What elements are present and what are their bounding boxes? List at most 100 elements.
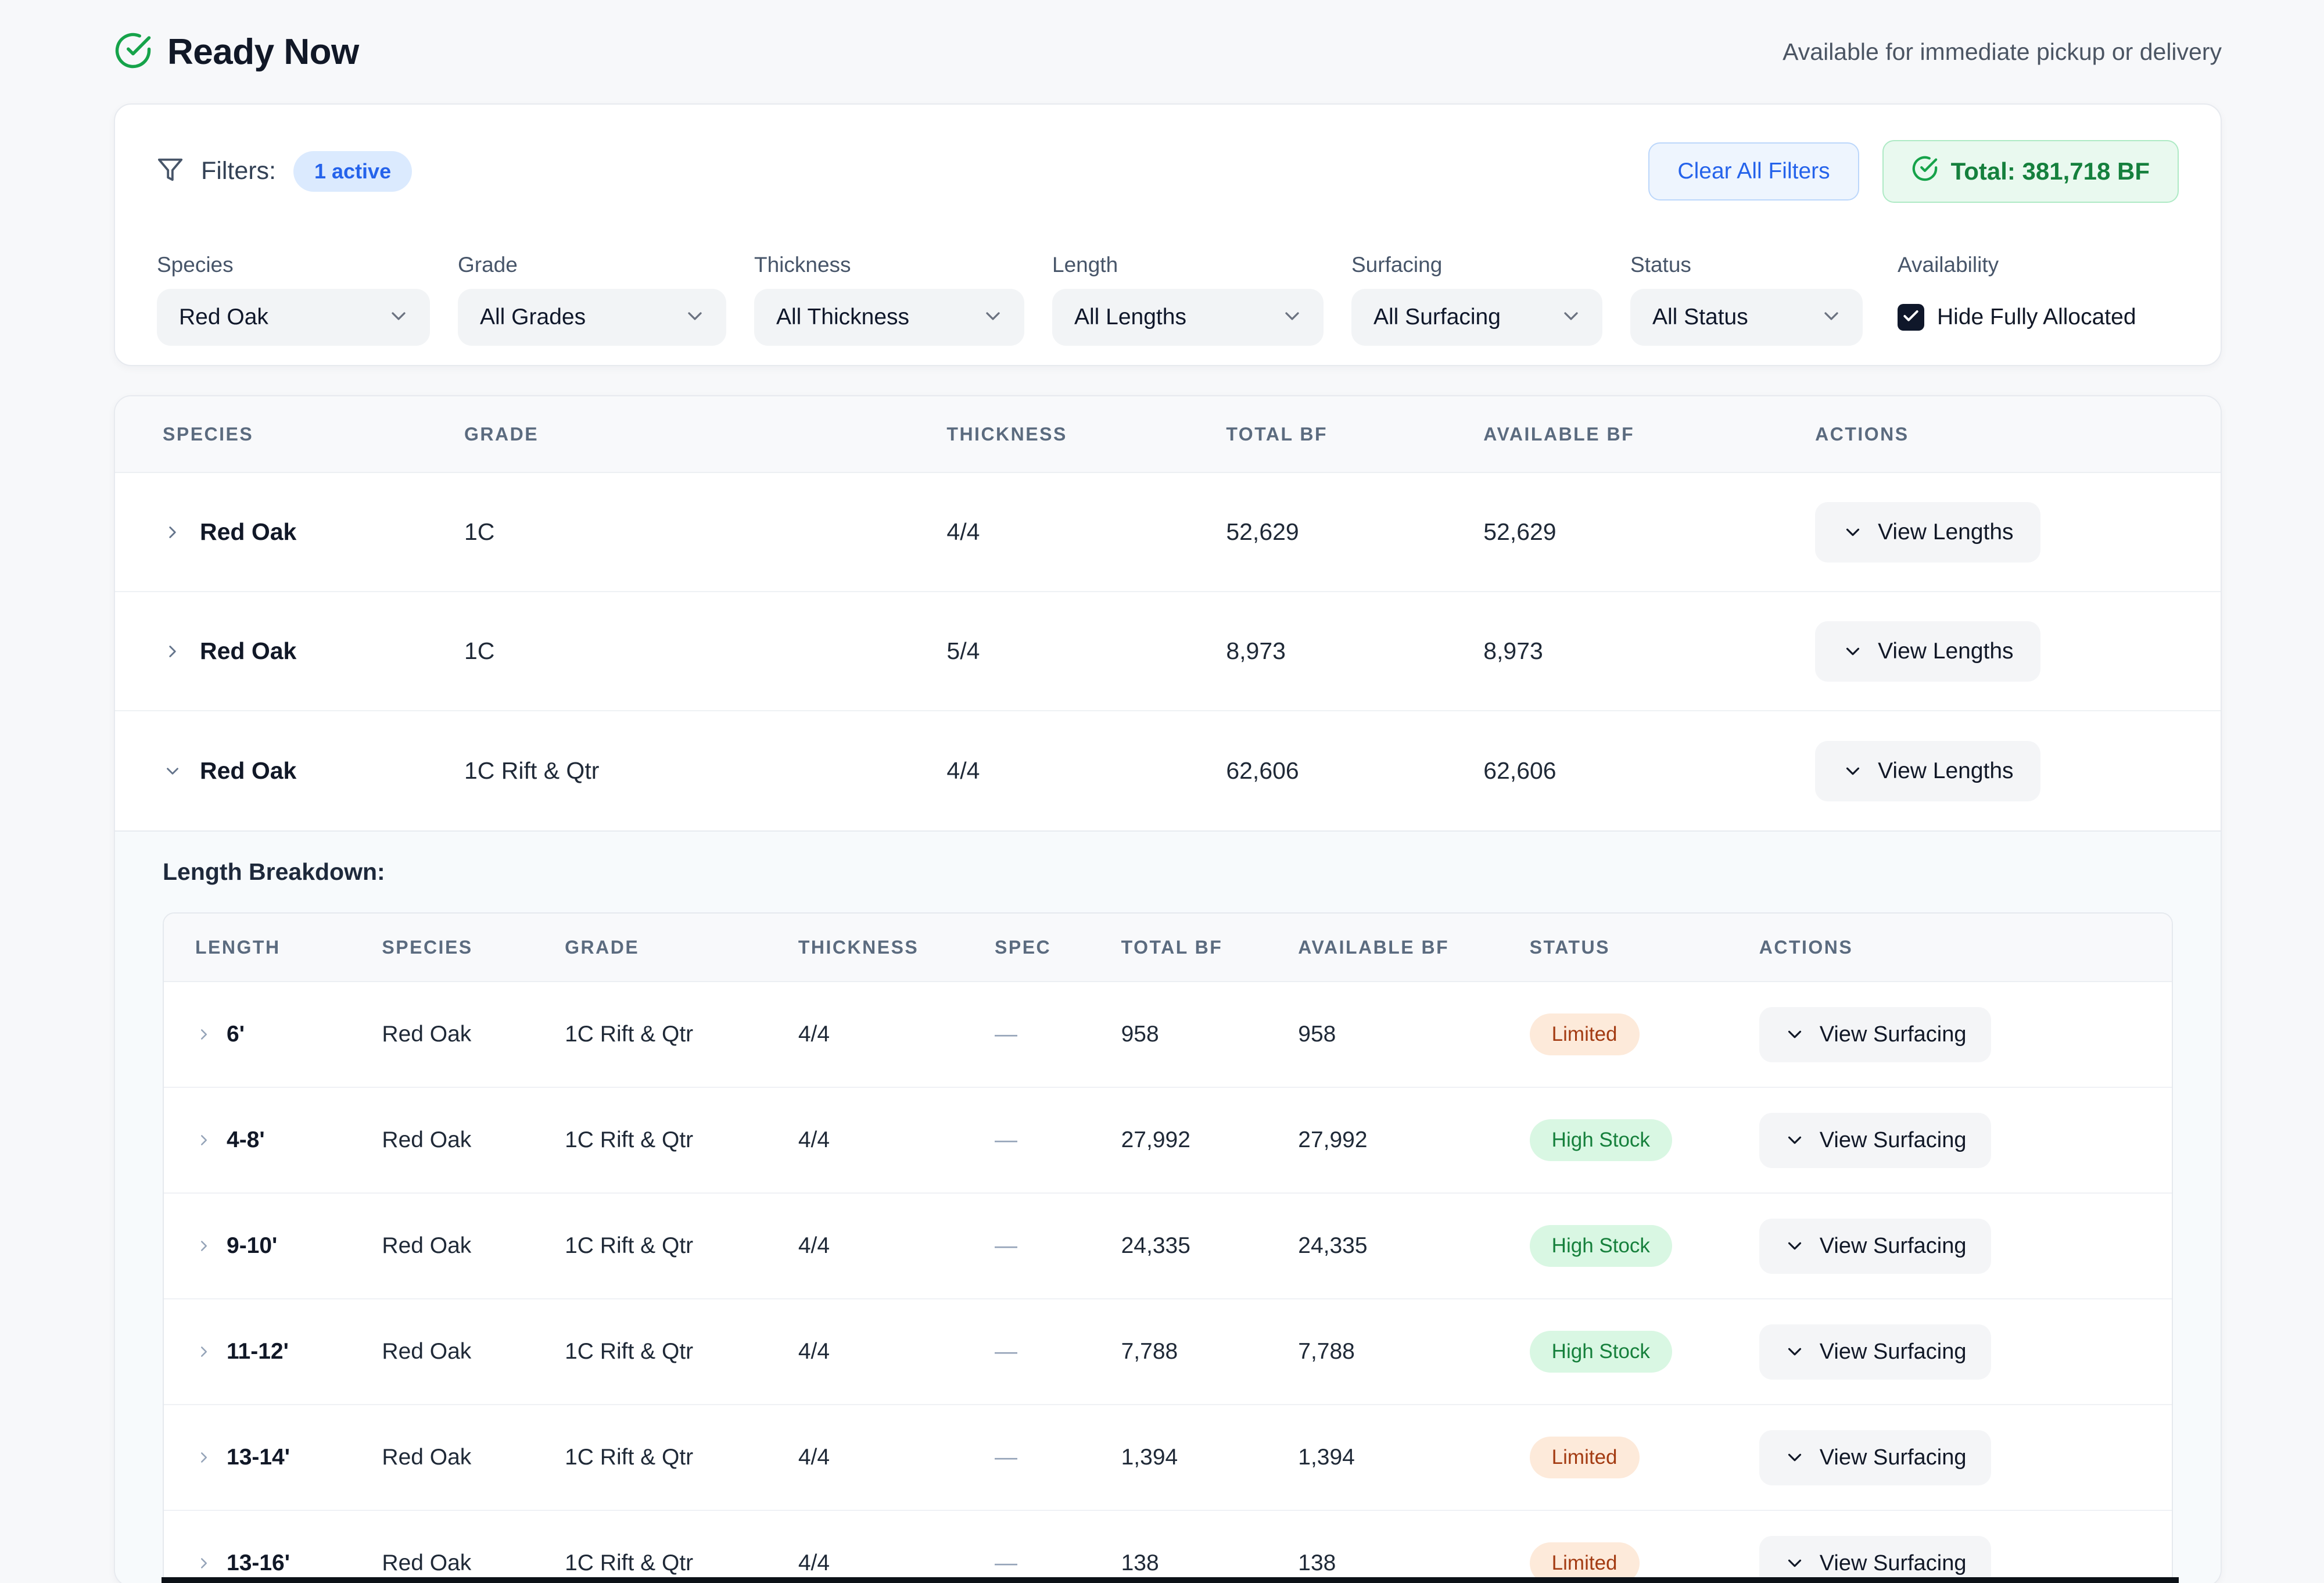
total-bf-value: 8,973 — [1226, 638, 1286, 664]
length-select[interactable]: All Lengths — [1052, 289, 1324, 346]
species-value: Red Oak — [382, 1127, 472, 1152]
total-bf-value: 958 — [1121, 1022, 1159, 1047]
length-row[interactable]: 4-8' Red Oak 1C Rift & Qtr 4/4 — 27,992 … — [164, 1088, 2172, 1194]
grade-select[interactable]: All Grades — [458, 289, 726, 346]
col-available-bf: AVAILABLE BF — [1298, 936, 1450, 958]
status-select[interactable]: All Status — [1630, 289, 1863, 346]
length-value: 9-10' — [227, 1233, 278, 1258]
length-value: 13-16' — [227, 1550, 290, 1575]
status-badge: High Stock — [1529, 1331, 1672, 1373]
chevron-down-icon — [1559, 305, 1583, 331]
total-bf-label: Total: 381,718 BF — [1950, 157, 2150, 185]
page-title: Ready Now — [167, 31, 359, 72]
col-available-bf: AVAILABLE BF — [1483, 423, 1635, 445]
species-value: Red Oak — [382, 1233, 472, 1258]
chevron-right-icon[interactable] — [195, 1449, 213, 1466]
view-surfacing-button[interactable]: View Surfacing — [1759, 1430, 1991, 1485]
chevron-down-icon — [1788, 1348, 1801, 1356]
available-bf-value: 24,335 — [1298, 1233, 1368, 1258]
chevron-down-icon — [387, 305, 410, 331]
available-bf-value: 138 — [1298, 1550, 1336, 1575]
availability-label: Availability — [1898, 253, 1999, 277]
grade-value: 1C Rift & Qtr — [565, 1233, 694, 1258]
thickness-value: 4/4 — [798, 1022, 830, 1047]
length-value: 4-8' — [227, 1127, 265, 1152]
thickness-value: 4/4 — [946, 518, 980, 545]
chevron-down-icon — [683, 305, 706, 331]
length-row[interactable]: 9-10' Red Oak 1C Rift & Qtr 4/4 — 24,335… — [164, 1194, 2172, 1299]
view-lengths-button[interactable]: View Lengths — [1815, 502, 2040, 563]
thickness-value: 4/4 — [798, 1550, 830, 1575]
surfacing-select[interactable]: All Surfacing — [1351, 289, 1602, 346]
chevron-right-icon[interactable] — [195, 1026, 213, 1043]
status-badge: Limited — [1529, 1542, 1640, 1583]
chevron-right-icon[interactable] — [163, 642, 182, 661]
grade-value: 1C Rift & Qtr — [565, 1445, 694, 1470]
length-row[interactable]: 13-16' Red Oak 1C Rift & Qtr 4/4 — 138 1… — [164, 1511, 2172, 1583]
available-bf-value: 7,788 — [1298, 1339, 1355, 1364]
table-row-expanded[interactable]: Red Oak 1C Rift & Qtr 4/4 62,606 62,606 … — [115, 711, 2221, 830]
inventory-table: SPECIES GRADE THICKNESS TOTAL BF AVAILAB… — [114, 395, 2222, 1583]
species-select[interactable]: Red Oak — [157, 289, 430, 346]
col-actions: ACTIONS — [1815, 423, 1909, 445]
species-value: Red Oak — [382, 1022, 472, 1047]
thickness-value: 5/4 — [946, 638, 980, 664]
hide-fully-allocated-label: Hide Fully Allocated — [1937, 305, 2136, 330]
length-filter-label: Length — [1052, 253, 1118, 277]
view-lengths-button[interactable]: View Lengths — [1815, 621, 2040, 682]
status-badge: Limited — [1529, 1013, 1640, 1055]
hide-fully-allocated-checkbox[interactable] — [1898, 304, 1924, 331]
grade-value: 1C Rift & Qtr — [565, 1339, 694, 1364]
clear-all-filters-button[interactable]: Clear All Filters — [1648, 142, 1859, 200]
total-bf-value: 7,788 — [1121, 1339, 1178, 1364]
inventory-table-header: SPECIES GRADE THICKNESS TOTAL BF AVAILAB… — [115, 396, 2221, 473]
check-circle-icon — [114, 31, 152, 73]
chevron-down-icon — [1788, 1030, 1801, 1038]
clipped-bottom-element — [162, 1577, 2179, 1583]
total-bf-value: 138 — [1121, 1550, 1159, 1575]
species-value: Red Oak — [382, 1445, 472, 1470]
grade-value: 1C Rift & Qtr — [565, 1022, 694, 1047]
available-bf-value: 958 — [1298, 1022, 1336, 1047]
chevron-right-icon[interactable] — [195, 1555, 213, 1572]
view-surfacing-button[interactable]: View Surfacing — [1759, 1112, 1991, 1168]
chevron-right-icon[interactable] — [195, 1343, 213, 1360]
species-filter-label: Species — [157, 253, 234, 277]
total-bf-value: 1,394 — [1121, 1445, 1178, 1470]
length-breakdown-title: Length Breakdown: — [163, 858, 385, 885]
thickness-value: 4/4 — [798, 1127, 830, 1152]
grade-value: 1C — [464, 638, 495, 664]
available-bf-value: 62,606 — [1483, 757, 1556, 784]
col-species: SPECIES — [382, 936, 473, 958]
view-surfacing-button[interactable]: View Surfacing — [1759, 1535, 1991, 1583]
available-bf-value: 8,973 — [1483, 638, 1543, 664]
check-icon — [1902, 307, 1920, 328]
col-species: SPECIES — [163, 423, 254, 445]
chevron-down-icon — [1846, 767, 1860, 775]
filters-label: Filters: — [201, 157, 276, 185]
view-surfacing-button[interactable]: View Surfacing — [1759, 1218, 1991, 1274]
chevron-right-icon[interactable] — [195, 1237, 213, 1255]
col-grade: GRADE — [464, 423, 539, 445]
table-row[interactable]: Red Oak 1C 5/4 8,973 8,973 View Lengths — [115, 592, 2221, 711]
view-lengths-button[interactable]: View Lengths — [1815, 740, 2040, 801]
total-bf-value: 52,629 — [1226, 518, 1299, 545]
species-value: Red Oak — [382, 1339, 472, 1364]
total-bf-value: 24,335 — [1121, 1233, 1190, 1258]
page-subtitle: Available for immediate pickup or delive… — [1783, 38, 2222, 65]
grade-value: 1C — [464, 518, 495, 545]
length-row[interactable]: 11-12' Red Oak 1C Rift & Qtr 4/4 — 7,788… — [164, 1299, 2172, 1405]
view-surfacing-button[interactable]: View Surfacing — [1759, 1007, 1991, 1062]
view-surfacing-button[interactable]: View Surfacing — [1759, 1324, 1991, 1380]
length-row[interactable]: 13-14' Red Oak 1C Rift & Qtr 4/4 — 1,394… — [164, 1405, 2172, 1511]
chevron-down-icon[interactable] — [163, 761, 182, 781]
chevron-right-icon[interactable] — [195, 1131, 213, 1149]
thickness-select[interactable]: All Thickness — [754, 289, 1024, 346]
chevron-down-icon — [1281, 305, 1304, 331]
col-actions: ACTIONS — [1759, 936, 1853, 958]
table-row[interactable]: Red Oak 1C 4/4 52,629 52,629 View Length… — [115, 473, 2221, 592]
chevron-down-icon — [1846, 647, 1860, 655]
length-row[interactable]: 6' Red Oak 1C Rift & Qtr 4/4 — 958 958 L… — [164, 982, 2172, 1088]
spec-value: — — [995, 1339, 1017, 1364]
chevron-right-icon[interactable] — [163, 522, 182, 542]
